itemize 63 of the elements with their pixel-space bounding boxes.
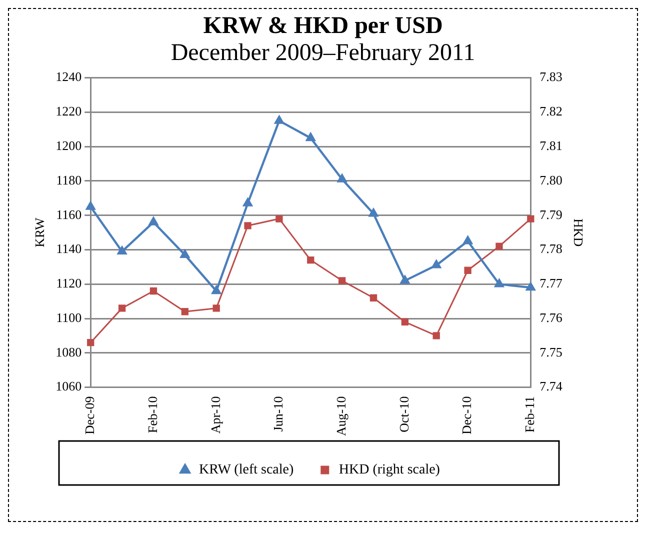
y2-axis-title: HKD: [570, 218, 586, 247]
point: [118, 304, 126, 312]
point: [212, 286, 221, 294]
point: [276, 215, 283, 222]
y2-tick-label: 7.76: [540, 310, 563, 325]
x-tick-label: Dec-09: [82, 396, 98, 435]
y-tick-label: 1160: [56, 206, 82, 222]
point: [274, 116, 284, 124]
x-tick-label: Dec-10: [459, 396, 474, 435]
point: [337, 174, 347, 182]
legend-label: HKD (right scale): [338, 462, 440, 478]
y-tick-label: 1120: [56, 276, 82, 291]
x-tick-label: Aug-10: [333, 396, 348, 436]
point: [212, 304, 220, 312]
point: [338, 277, 346, 284]
x-tick-label: Feb-11: [522, 396, 538, 433]
y-tick-label: 1060: [56, 378, 82, 394]
point: [401, 318, 408, 326]
y-tick-label: 1080: [56, 344, 82, 360]
chart-title: KRW & HKD per USD: [202, 13, 444, 40]
point: [368, 208, 378, 217]
point: [180, 250, 190, 258]
y-tick-label: 1240: [56, 69, 82, 84]
legend-label: KRW (left scale): [199, 462, 294, 478]
point: [87, 339, 94, 346]
y2-tick-label: 7.77: [540, 276, 563, 291]
point: [181, 308, 188, 316]
chart-subtitle: December 2009–February 2011: [170, 40, 476, 67]
y-tick-label: 1220: [56, 104, 82, 119]
y-tick-label: 1100: [56, 310, 82, 325]
point: [86, 202, 96, 210]
y2-tick-label: 7.78: [540, 241, 562, 256]
y2-tick-label: 7.79: [540, 206, 562, 222]
point: [526, 282, 536, 291]
point: [432, 332, 440, 340]
point: [148, 217, 158, 226]
y2-tick-label: 7.75: [540, 344, 562, 360]
y2-tick-label: 7.81: [540, 138, 562, 153]
y-axis-title: KRW: [32, 217, 48, 248]
x-tick-label: Jun-10: [270, 396, 286, 432]
x-tick-label: Oct-10: [396, 396, 412, 432]
y2-tick-label: 7.74: [540, 378, 563, 394]
point: [243, 198, 252, 206]
x-tick-label: Apr-10: [208, 396, 223, 434]
x-tick-label: Feb-10: [144, 396, 160, 434]
y-tick-label: 1200: [56, 138, 82, 153]
point: [307, 256, 314, 264]
y-tick-label: 1140: [56, 241, 82, 256]
point: [432, 260, 441, 268]
y2-tick-label: 7.82: [540, 104, 562, 119]
point: [117, 246, 127, 255]
y2-tick-label: 7.80: [540, 172, 562, 188]
point: [463, 236, 472, 244]
point: [306, 132, 316, 142]
point: [464, 266, 472, 274]
point: [150, 287, 158, 295]
point: [400, 276, 410, 284]
y-tick-label: 1180: [56, 172, 82, 188]
point: [496, 242, 503, 250]
point: [244, 222, 252, 230]
point: [370, 294, 378, 302]
point: [527, 215, 534, 222]
y2-tick-label: 7.83: [540, 69, 562, 84]
